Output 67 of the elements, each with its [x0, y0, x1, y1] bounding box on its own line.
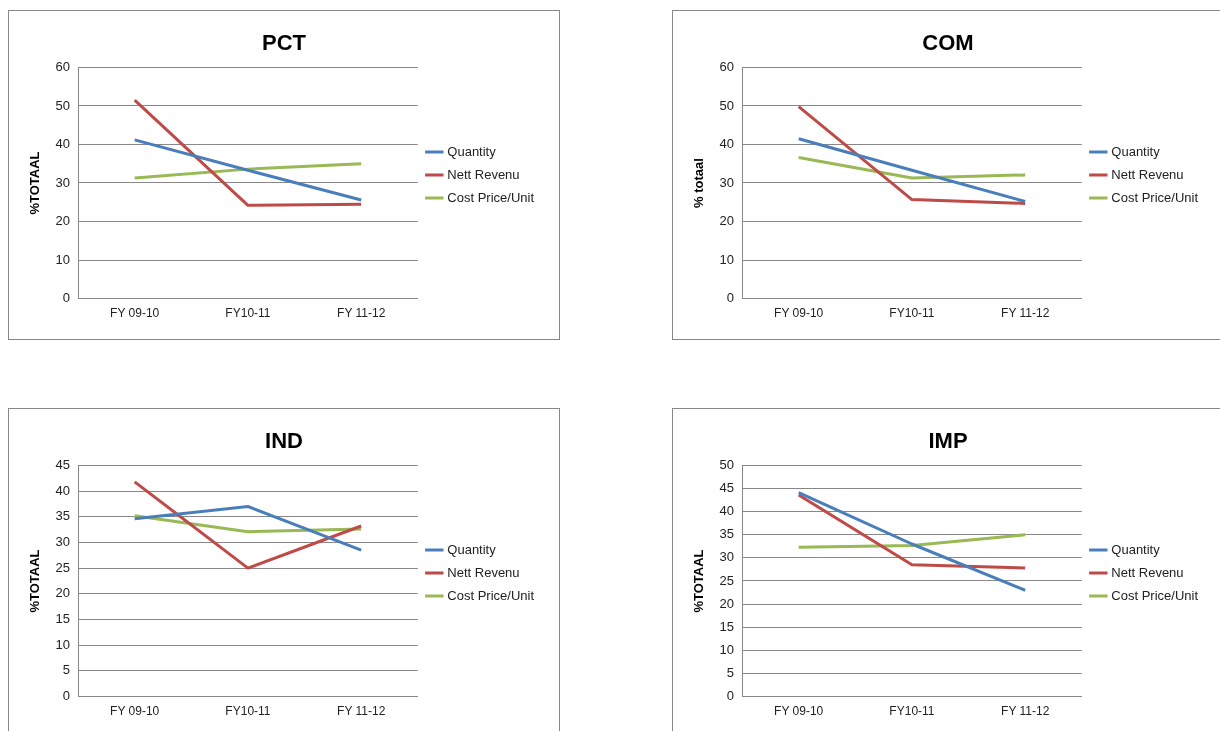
y-tick-label: 35	[719, 526, 735, 542]
y-tick-label: 30	[719, 549, 735, 565]
y-tick-label: 60	[719, 58, 735, 74]
y-tick-label: 45	[719, 480, 735, 496]
x-tick-label: FY10-11	[225, 306, 271, 321]
y-tick-label: 5	[62, 662, 71, 678]
x-tick-label: FY 09-10	[110, 306, 160, 321]
chart-title: IMP	[928, 428, 968, 454]
y-tick-label: 0	[62, 290, 71, 306]
y-tick-label: 30	[55, 174, 71, 190]
y-tick-label: 15	[55, 611, 71, 627]
x-tick-label: FY10-11	[889, 306, 935, 321]
x-tick-label: FY10-11	[225, 704, 271, 719]
legend-label: Quantity	[447, 143, 497, 159]
x-tick-label: FY 09-10	[774, 306, 824, 321]
y-tick-label: 10	[719, 251, 735, 267]
y-tick-label: 0	[726, 688, 735, 704]
legend-label: Nett Revenu	[447, 564, 520, 580]
y-axis-title: %TOTAAL	[691, 549, 707, 613]
y-tick-label: 0	[62, 688, 71, 704]
y-axis-title: % totaal	[691, 158, 707, 208]
y-tick-label: 50	[719, 456, 735, 472]
y-tick-label: 35	[55, 508, 71, 524]
y-tick-label: 25	[55, 559, 71, 575]
y-tick-label: 15	[719, 618, 735, 634]
legend-label: Nett Revenu	[1111, 166, 1184, 182]
x-tick-label: FY10-11	[889, 704, 935, 719]
legend-label: Nett Revenu	[447, 166, 520, 182]
y-tick-label: 40	[719, 136, 735, 152]
y-tick-label: 20	[55, 585, 71, 601]
chart-title: PCT	[262, 30, 307, 56]
y-tick-label: 20	[55, 213, 71, 229]
y-tick-label: 40	[55, 136, 71, 152]
y-tick-label: 50	[719, 97, 735, 113]
y-tick-label: 50	[55, 97, 71, 113]
y-tick-label: 20	[719, 595, 735, 611]
y-tick-label: 5	[726, 665, 735, 681]
x-tick-label: FY 09-10	[110, 704, 160, 719]
y-tick-label: 30	[719, 174, 735, 190]
y-tick-label: 45	[55, 456, 71, 472]
legend-label: Quantity	[1111, 143, 1161, 159]
x-tick-label: FY 11-12	[1001, 306, 1050, 321]
legend-label: Cost Price/Unit	[447, 189, 535, 205]
y-tick-label: 25	[719, 572, 735, 588]
legend-label: Cost Price/Unit	[1111, 587, 1199, 603]
y-tick-label: 10	[719, 641, 735, 657]
x-tick-label: FY 11-12	[337, 704, 386, 719]
legend-label: Nett Revenu	[1111, 564, 1184, 580]
y-tick-label: 20	[719, 213, 735, 229]
y-tick-label: 10	[55, 636, 71, 652]
y-tick-label: 10	[55, 251, 71, 267]
x-tick-label: FY 09-10	[774, 704, 824, 719]
y-tick-label: 30	[55, 534, 71, 550]
legend-label: Quantity	[447, 541, 497, 557]
y-tick-label: 40	[719, 503, 735, 519]
legend-label: Cost Price/Unit	[447, 587, 535, 603]
y-axis-title: %TOTAAL	[27, 151, 43, 215]
x-tick-label: FY 11-12	[337, 306, 386, 321]
y-axis-title: %TOTAAL	[27, 549, 43, 613]
y-tick-label: 60	[55, 58, 71, 74]
chart-title: IND	[265, 428, 303, 454]
x-tick-label: FY 11-12	[1001, 704, 1050, 719]
legend-label: Cost Price/Unit	[1111, 189, 1199, 205]
chart-title: COM	[922, 30, 974, 56]
y-tick-label: 40	[55, 482, 71, 498]
y-tick-label: 0	[726, 290, 735, 306]
legend-label: Quantity	[1111, 541, 1161, 557]
